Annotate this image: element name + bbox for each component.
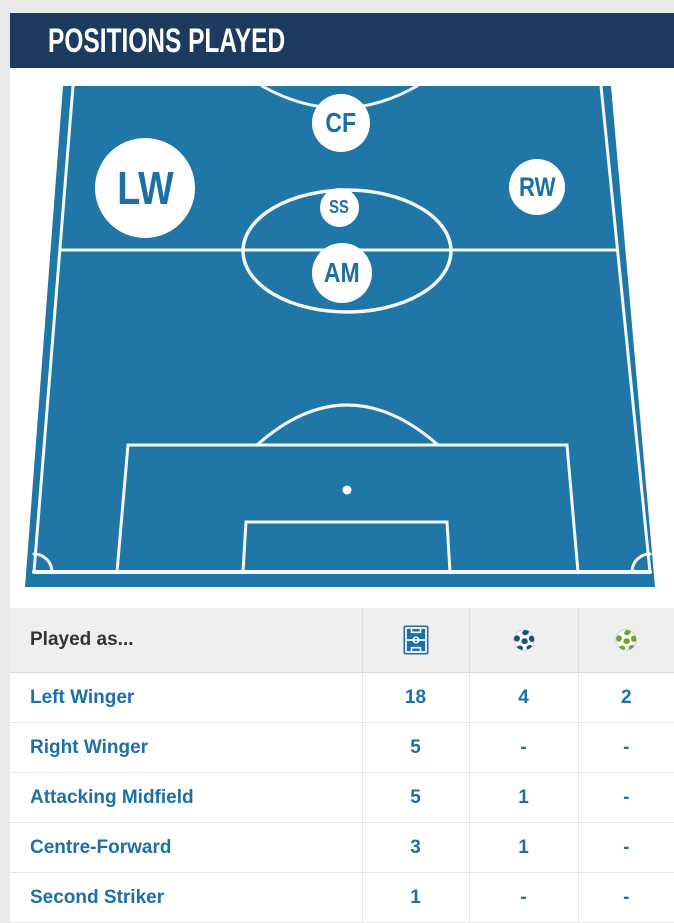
- assists-value: -: [577, 772, 674, 823]
- goals-value: -: [468, 872, 578, 923]
- position-link[interactable]: Second Striker: [10, 872, 362, 923]
- positions-played-panel: POSITIONS PLAYED: [10, 13, 674, 923]
- position-link[interactable]: Attacking Midfield: [10, 772, 362, 823]
- table-row: Centre-Forward 3 1 -: [10, 822, 674, 873]
- assists-value: -: [577, 722, 674, 773]
- position-bubble-rw: RW: [509, 159, 565, 215]
- table-row: Left Winger 18 4 2: [10, 672, 674, 723]
- position-link[interactable]: Centre-Forward: [10, 822, 362, 873]
- table-row: Right Winger 5 - -: [10, 722, 674, 773]
- matches-column-header: [361, 608, 469, 673]
- table-row: Attacking Midfield 5 1 -: [10, 772, 674, 823]
- goals-value: -: [468, 722, 578, 773]
- position-bubble-cf: CF: [312, 94, 370, 152]
- goals-value: 1: [468, 772, 578, 823]
- pitch-graphic: CF LW RW SS AM: [10, 68, 674, 595]
- played-as-header: Played as...: [10, 608, 362, 673]
- position-link[interactable]: Left Winger: [10, 672, 362, 723]
- assists-value: -: [577, 822, 674, 873]
- goals-value: 1: [468, 822, 578, 873]
- assists-column-header: [577, 608, 674, 673]
- matches-value: 5: [361, 772, 469, 823]
- matches-value: 5: [361, 722, 469, 773]
- table-header-row: Played as...: [10, 608, 674, 673]
- position-bubble-ss: SS: [320, 188, 359, 227]
- section-header: POSITIONS PLAYED: [10, 13, 674, 68]
- pitch-icon: [403, 625, 428, 655]
- positions-table: Played as...: [10, 608, 674, 923]
- ball-icon-green: [615, 629, 637, 651]
- goals-column-header: [468, 608, 578, 673]
- matches-value: 3: [361, 822, 469, 873]
- goals-value: 4: [468, 672, 578, 723]
- position-link[interactable]: Right Winger: [10, 722, 362, 773]
- table-row: Second Striker 1 - -: [10, 872, 674, 923]
- assists-value: -: [577, 872, 674, 923]
- ball-icon-blue: [512, 629, 535, 651]
- assists-value: 2: [577, 672, 674, 723]
- section-title: POSITIONS PLAYED: [48, 22, 286, 60]
- position-bubble-am: AM: [312, 243, 372, 303]
- matches-value: 1: [361, 872, 469, 923]
- matches-value: 18: [361, 672, 469, 723]
- position-bubble-lw: LW: [95, 138, 195, 238]
